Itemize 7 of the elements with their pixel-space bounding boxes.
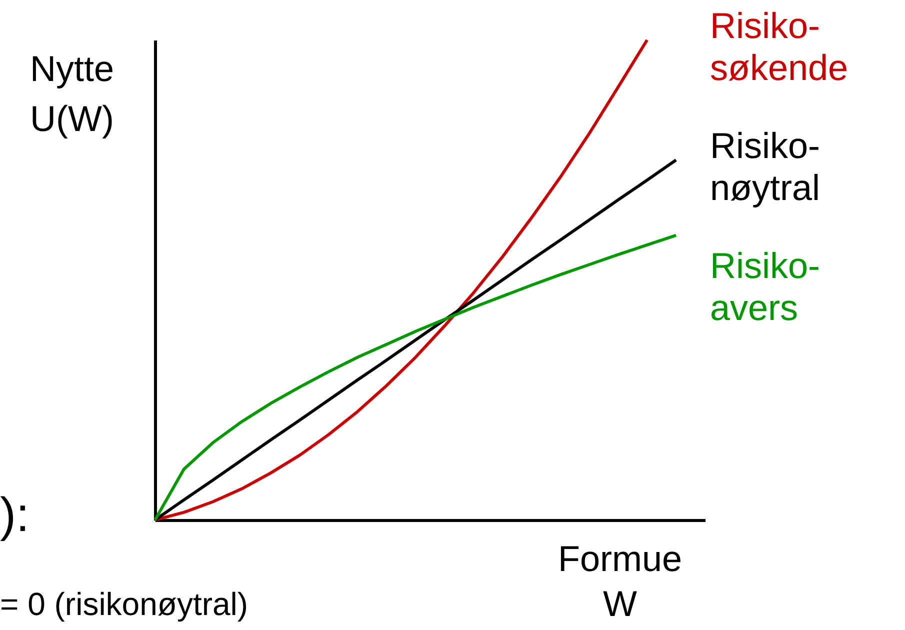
- series-label: Risiko-nøytral: [710, 125, 820, 208]
- text: ):: [0, 489, 30, 542]
- x-axis-title: Formue W: [558, 538, 682, 624]
- series-label: Risiko-avers: [710, 245, 820, 328]
- y-axis-title: Nytte U(W): [30, 48, 114, 139]
- text: = 0 (risikonøytral): [0, 586, 248, 622]
- series-label: Risiko-søkende: [710, 5, 848, 88]
